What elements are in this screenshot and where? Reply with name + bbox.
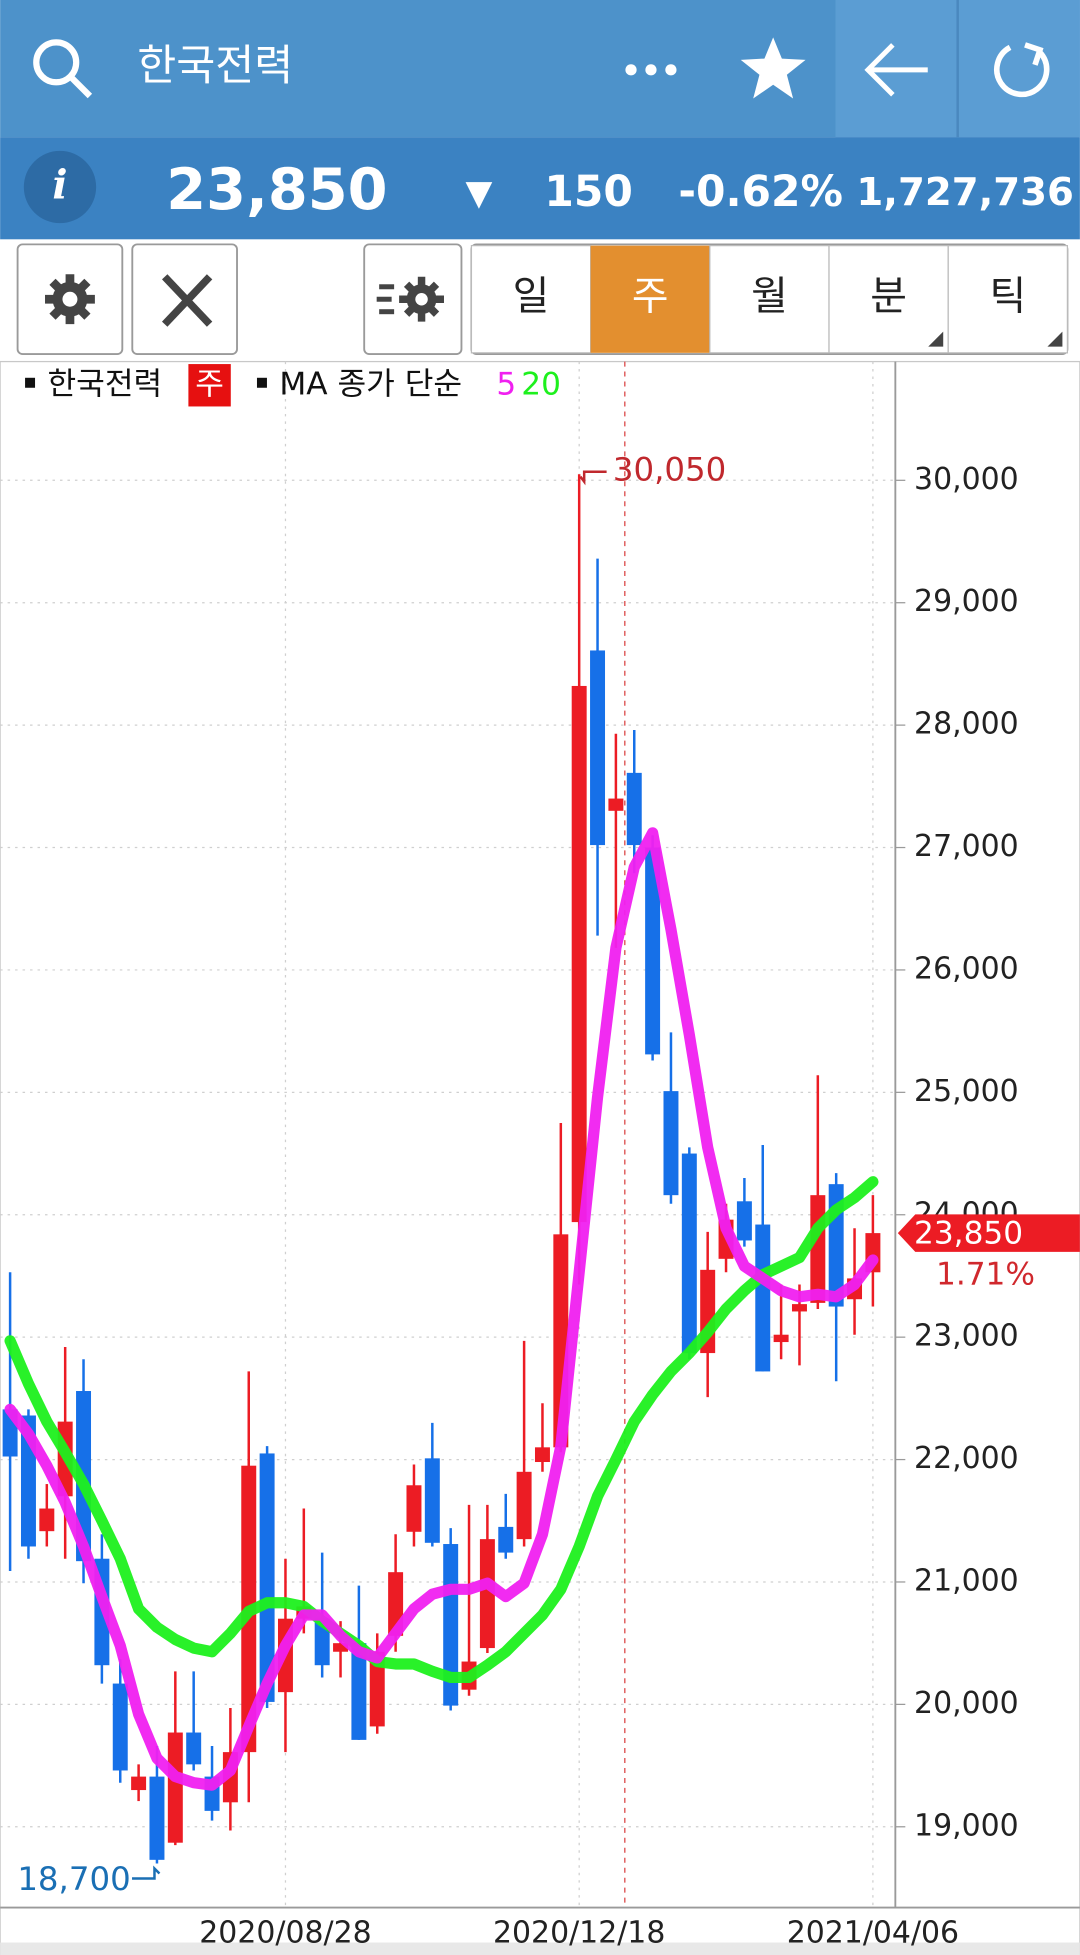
info-icon: i: [52, 162, 67, 208]
candle-body: [259, 1453, 275, 1702]
volume: 1,727,736: [856, 170, 1074, 215]
legend-marker: [25, 377, 36, 388]
y-tick-label: 26,000: [914, 951, 1019, 986]
x-tick-label: 2020/08/28: [199, 1915, 371, 1950]
y-tick-label: 20,000: [914, 1686, 1019, 1721]
period-tab-label: 월: [751, 274, 788, 320]
period-tab[interactable]: [947, 244, 1069, 354]
y-tick-label: 23,000: [914, 1319, 1019, 1354]
y-tick-label: 19,000: [914, 1808, 1019, 1843]
period-tab-label: 일: [513, 274, 550, 320]
direction: ▼: [465, 174, 492, 214]
candle-body: [351, 1643, 367, 1740]
legend-ma20: 20: [521, 366, 561, 402]
quote-bar: [0, 137, 1080, 240]
candle-body: [516, 1471, 532, 1540]
legend-period: 주: [195, 366, 224, 402]
y-tick-label: 27,000: [914, 829, 1019, 864]
candle-body: [112, 1683, 128, 1771]
candle-body: [149, 1776, 165, 1860]
candle-body: [167, 1732, 183, 1843]
candle-body: [39, 1508, 55, 1532]
back-icon[interactable]: [864, 43, 928, 97]
candle-body: [186, 1732, 202, 1765]
bottom-strip: [0, 1942, 1080, 1955]
last-price-tag: [897, 1214, 1080, 1252]
low-arrow: [132, 1865, 161, 1880]
star-icon[interactable]: [740, 37, 806, 99]
tools-icon: [161, 274, 213, 327]
ma-line: [4, 827, 879, 1791]
y-tick-label: 29,000: [914, 584, 1019, 619]
high-arrow: [579, 470, 607, 486]
period-tab-label: 분: [870, 274, 907, 320]
period-tab[interactable]: [709, 244, 830, 354]
legend-marker: [256, 377, 267, 388]
tab-corner: [1047, 331, 1063, 347]
candle-body: [571, 685, 587, 1223]
indicator-icon: [376, 276, 444, 322]
candle-body: [333, 1643, 349, 1652]
legend-ma5: 5: [496, 366, 516, 402]
period-tab-label: 주: [632, 274, 669, 320]
change-pct: -0.62%: [678, 167, 843, 216]
candle-body: [755, 1224, 771, 1372]
period-tab-label: 틱: [989, 274, 1026, 320]
y-tick-label: 22,000: [914, 1441, 1019, 1476]
more-icon[interactable]: [625, 64, 677, 76]
candle-body: [590, 650, 606, 846]
search-icon[interactable]: [33, 39, 93, 99]
legend-ma: MA 종가 단순: [279, 366, 462, 402]
candle-body: [663, 1091, 679, 1196]
ma-line: [4, 1176, 879, 1684]
y-tick-label: 28,000: [914, 707, 1019, 742]
y-tick-label: 21,000: [914, 1563, 1019, 1598]
change: 150: [544, 167, 632, 216]
candle-body: [369, 1651, 385, 1727]
candle-body: [479, 1539, 495, 1649]
low-label: 18,700: [17, 1860, 130, 1898]
candle-body: [626, 772, 642, 846]
y-tick-label: 30,000: [914, 462, 1019, 497]
last-price-label: 23,850: [914, 1215, 1023, 1251]
candle-body: [736, 1201, 752, 1241]
period-tab[interactable]: [590, 245, 710, 353]
refresh-icon[interactable]: [994, 42, 1050, 98]
info-button[interactable]: [23, 150, 97, 224]
candle-body: [791, 1304, 807, 1312]
gear-icon: [45, 274, 95, 325]
candle-body: [131, 1776, 147, 1791]
x-tick-label: 2020/12/18: [493, 1915, 665, 1950]
period-tab[interactable]: [828, 244, 949, 354]
period-tab[interactable]: [470, 244, 592, 354]
candle-body: [498, 1526, 514, 1553]
high-label: 30,050: [613, 451, 726, 489]
candle-body: [406, 1485, 422, 1532]
price: 23,850: [166, 156, 387, 223]
candle-body: [773, 1334, 789, 1343]
candle-body: [424, 1458, 440, 1543]
candle-body: [608, 798, 624, 811]
chart-area: [0, 360, 1080, 1955]
candle-body: [810, 1195, 826, 1303]
title: 한국전력: [137, 41, 293, 90]
candle-body: [681, 1153, 697, 1354]
candle-body: [534, 1447, 550, 1463]
legend-period-box: [188, 364, 231, 407]
candle-body: [645, 847, 661, 1055]
legend-name: 한국전력: [48, 366, 163, 402]
y-tick-label: 25,000: [914, 1074, 1019, 1109]
last-change-label: 1.71%: [936, 1257, 1035, 1293]
x-tick-label: 2021/04/06: [787, 1915, 959, 1950]
